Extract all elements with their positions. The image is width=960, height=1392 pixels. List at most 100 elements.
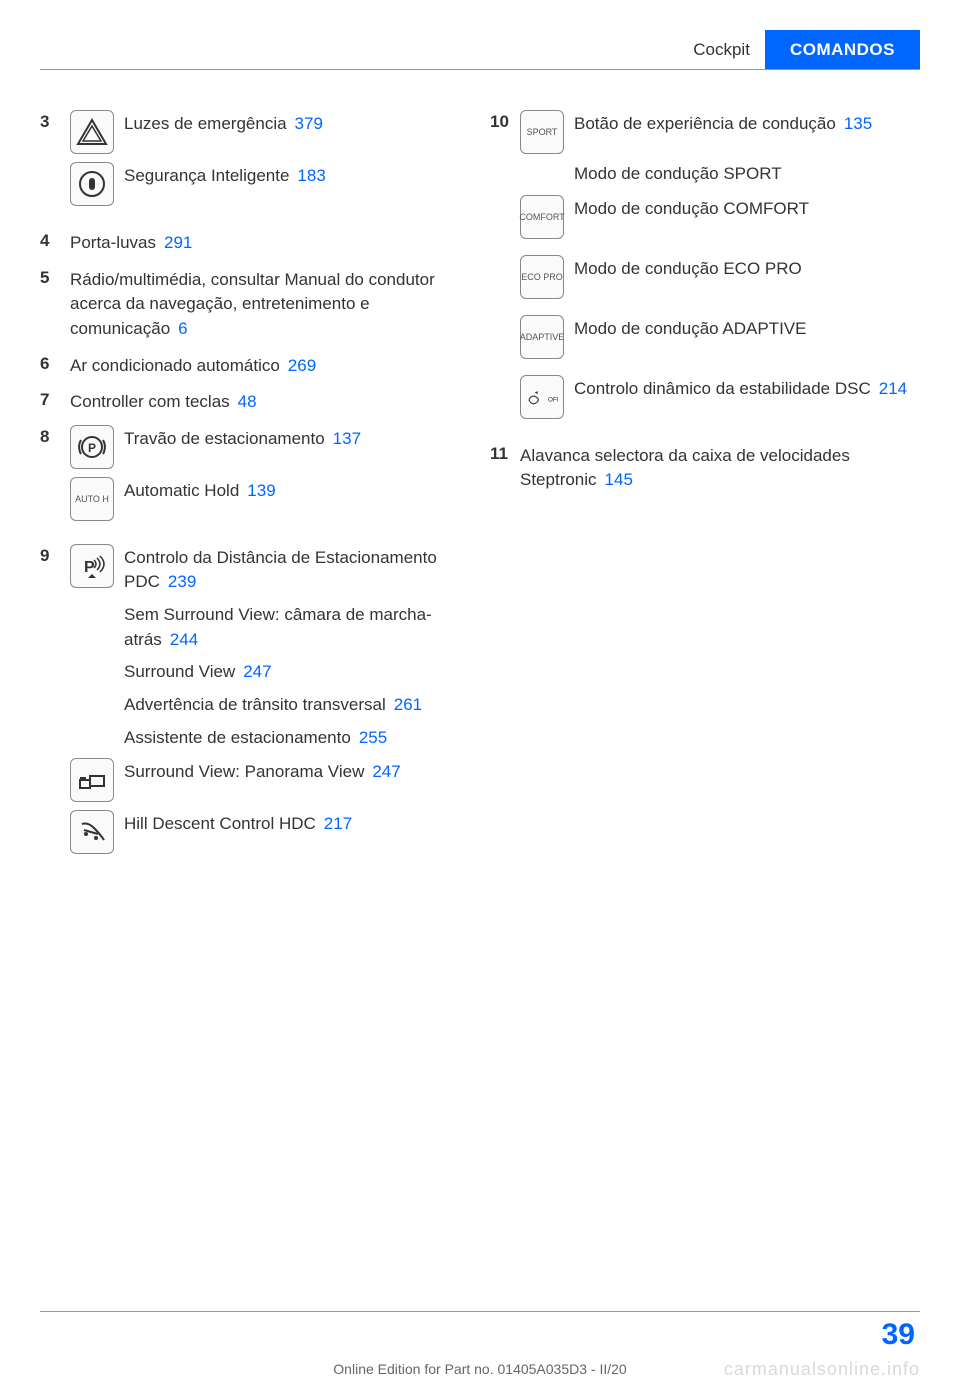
entry-9-row-5: Assistente de estacionamento 255 [124, 726, 470, 751]
entry-10-row-2: Modo de condução SPORT [574, 162, 920, 187]
dsc-off-icon: OFF [520, 375, 564, 419]
text-label: Advertência de trânsito transversal [124, 695, 386, 714]
page-header: Cockpit COMANDOS [40, 30, 920, 70]
parking-brake-icon: P [70, 425, 114, 469]
entry-10-row-5: ADAPTIVE Modo de condução ADAPTIVE [520, 315, 920, 359]
left-column: 3 Luzes de emergência 379 Segurança Intel… [40, 110, 470, 862]
text-label: Hill Descent Control HDC [124, 814, 316, 833]
entry-9-row-4: Advertência de trânsito transversal 261 [124, 693, 470, 718]
entry-number: 6 [40, 352, 60, 374]
entry-text: Luzes de emergência 379 [124, 110, 470, 137]
text-label: Segurança Inteligente [124, 166, 289, 185]
entry-4: 4 Porta-luvas 291 [40, 229, 470, 256]
adaptive-icon: ADAPTIVE [520, 315, 564, 359]
ecopro-icon: ECO PRO [520, 255, 564, 299]
page-ref[interactable]: 291 [164, 233, 192, 252]
entry-10-row-6: OFF Controlo dinâmico da estabilidade DS… [520, 375, 920, 419]
page-ref[interactable]: 139 [247, 481, 275, 500]
page-ref[interactable]: 6 [178, 319, 187, 338]
entry-8-row-2: AUTO H Automatic Hold139 [70, 477, 470, 521]
page-ref[interactable]: 183 [297, 166, 325, 185]
text-label: Surround View: Panorama View [124, 762, 364, 781]
text-label: Modo de condução SPORT [574, 164, 782, 183]
text-label: Rádio/multimédia, consultar Manual do co… [70, 270, 435, 338]
footer-divider [40, 1311, 920, 1312]
entry-3-row-1: 3 Luzes de emergência 379 [40, 110, 470, 154]
text-label: Luzes de emergência [124, 114, 287, 133]
panorama-icon [70, 758, 114, 802]
entry-text: Travão de estacionamento 137 [124, 425, 470, 452]
page-ref[interactable]: 269 [288, 356, 316, 375]
page-ref[interactable]: 239 [168, 572, 196, 591]
text-label: Modo de condução ADAPTIVE [574, 319, 806, 338]
content-area: 3 Luzes de emergência 379 Segurança Intel… [0, 70, 960, 862]
entry-number: 4 [40, 229, 60, 251]
entry-number: 7 [40, 388, 60, 410]
page-ref[interactable]: 244 [170, 630, 198, 649]
entry-text: Surround View: Panorama View 247 [124, 758, 470, 785]
page-ref[interactable]: 145 [605, 470, 633, 489]
entry-text: Segurança Inteligente 183 [124, 162, 470, 189]
entry-3-row-2: Segurança Inteligente 183 [70, 162, 470, 206]
text-label: Assistente de estacionamento [124, 728, 351, 747]
svg-text:OFF: OFF [548, 396, 558, 403]
comfort-icon: COMFORT [520, 195, 564, 239]
page-ref[interactable]: 137 [333, 429, 361, 448]
page-ref[interactable]: 247 [372, 762, 400, 781]
entry-text: Porta-luvas 291 [70, 229, 470, 256]
text-label: Travão de estacionamento [124, 429, 325, 448]
entry-number: 9 [40, 544, 60, 566]
entry-10-row-3: COMFORT Modo de condução COMFORT [520, 195, 920, 239]
entry-9-row-7: Hill Descent Control HDC 217 [70, 810, 470, 854]
entry-5: 5 Rádio/multimédia, consultar Manual do … [40, 266, 470, 342]
text-label: Modo de condução COMFORT [574, 199, 809, 218]
page-ref[interactable]: 214 [879, 379, 907, 398]
right-column: 10 SPORT Botão de experiência de conduçã… [490, 110, 920, 862]
svg-text:P: P [84, 559, 95, 576]
text-label: Modo de condução ECO PRO [574, 259, 802, 278]
page-ref[interactable]: 255 [359, 728, 387, 747]
text-label: Controlo dinâmico da estabilidade DSC [574, 379, 871, 398]
page-ref[interactable]: 217 [324, 814, 352, 833]
entry-number: 11 [490, 442, 510, 464]
entry-number: 8 [40, 425, 60, 447]
entry-number: 10 [490, 110, 510, 132]
entry-number: 3 [40, 110, 60, 132]
entry-text: Botão de experiência de condução 135 [574, 110, 920, 137]
entry-9-row-2: Sem Surround View: câmara de marcha-atrá… [124, 603, 470, 652]
text-label: Alavanca selectora da caixa de velocidad… [520, 446, 850, 490]
svg-text:P: P [88, 441, 96, 455]
entry-text: Controller com teclas 48 [70, 388, 470, 415]
sport-icon: SPORT [520, 110, 564, 154]
text-label: Controller com teclas [70, 392, 230, 411]
watermark: carmanualsonline.info [724, 1359, 920, 1380]
entry-9-row-6: Surround View: Panorama View 247 [70, 758, 470, 802]
entry-text: Automatic Hold 139 [124, 477, 470, 504]
entry-text: Hill Descent Control HDC 217 [124, 810, 470, 837]
text-label: Botão de experiência de condução [574, 114, 836, 133]
text-label: Ar condicionado automático [70, 356, 280, 375]
entry-text: Rádio/multimédia, consultar Manual do co… [70, 266, 470, 342]
entry-8-row-1: 8 P Travão de estacionamento 137 [40, 425, 470, 469]
entry-9-row-3: Surround View247 [124, 660, 470, 685]
text-label: Automatic Hold [124, 481, 239, 500]
page-ref[interactable]: 261 [394, 695, 422, 714]
entry-7: 7 Controller com teclas 48 [40, 388, 470, 415]
entry-text: Modo de condução ADAPTIVE [574, 315, 920, 342]
entry-text: Controlo dinâmico da estabilidade DSC 214 [574, 375, 920, 402]
page-ref[interactable]: 135 [844, 114, 872, 133]
hdc-icon [70, 810, 114, 854]
header-category: COMANDOS [765, 30, 920, 69]
entry-text: Modo de condução COMFORT [574, 195, 920, 222]
intelligent-safety-icon [70, 162, 114, 206]
entry-11: 11 Alavanca selectora da caixa de veloci… [490, 442, 920, 493]
entry-10-row-4: ECO PRO Modo de condução ECO PRO [520, 255, 920, 299]
page-ref[interactable]: 48 [238, 392, 257, 411]
entry-number: 5 [40, 266, 60, 288]
entry-10-row-1: 10 SPORT Botão de experiência de conduçã… [490, 110, 920, 154]
pdc-icon: P [70, 544, 114, 588]
page-ref[interactable]: 379 [295, 114, 323, 133]
page-ref[interactable]: 247 [243, 662, 271, 681]
text-label: Porta-luvas [70, 233, 156, 252]
entry-9-row-1: 9 P Controlo da Distância de Estacioname… [40, 544, 470, 595]
